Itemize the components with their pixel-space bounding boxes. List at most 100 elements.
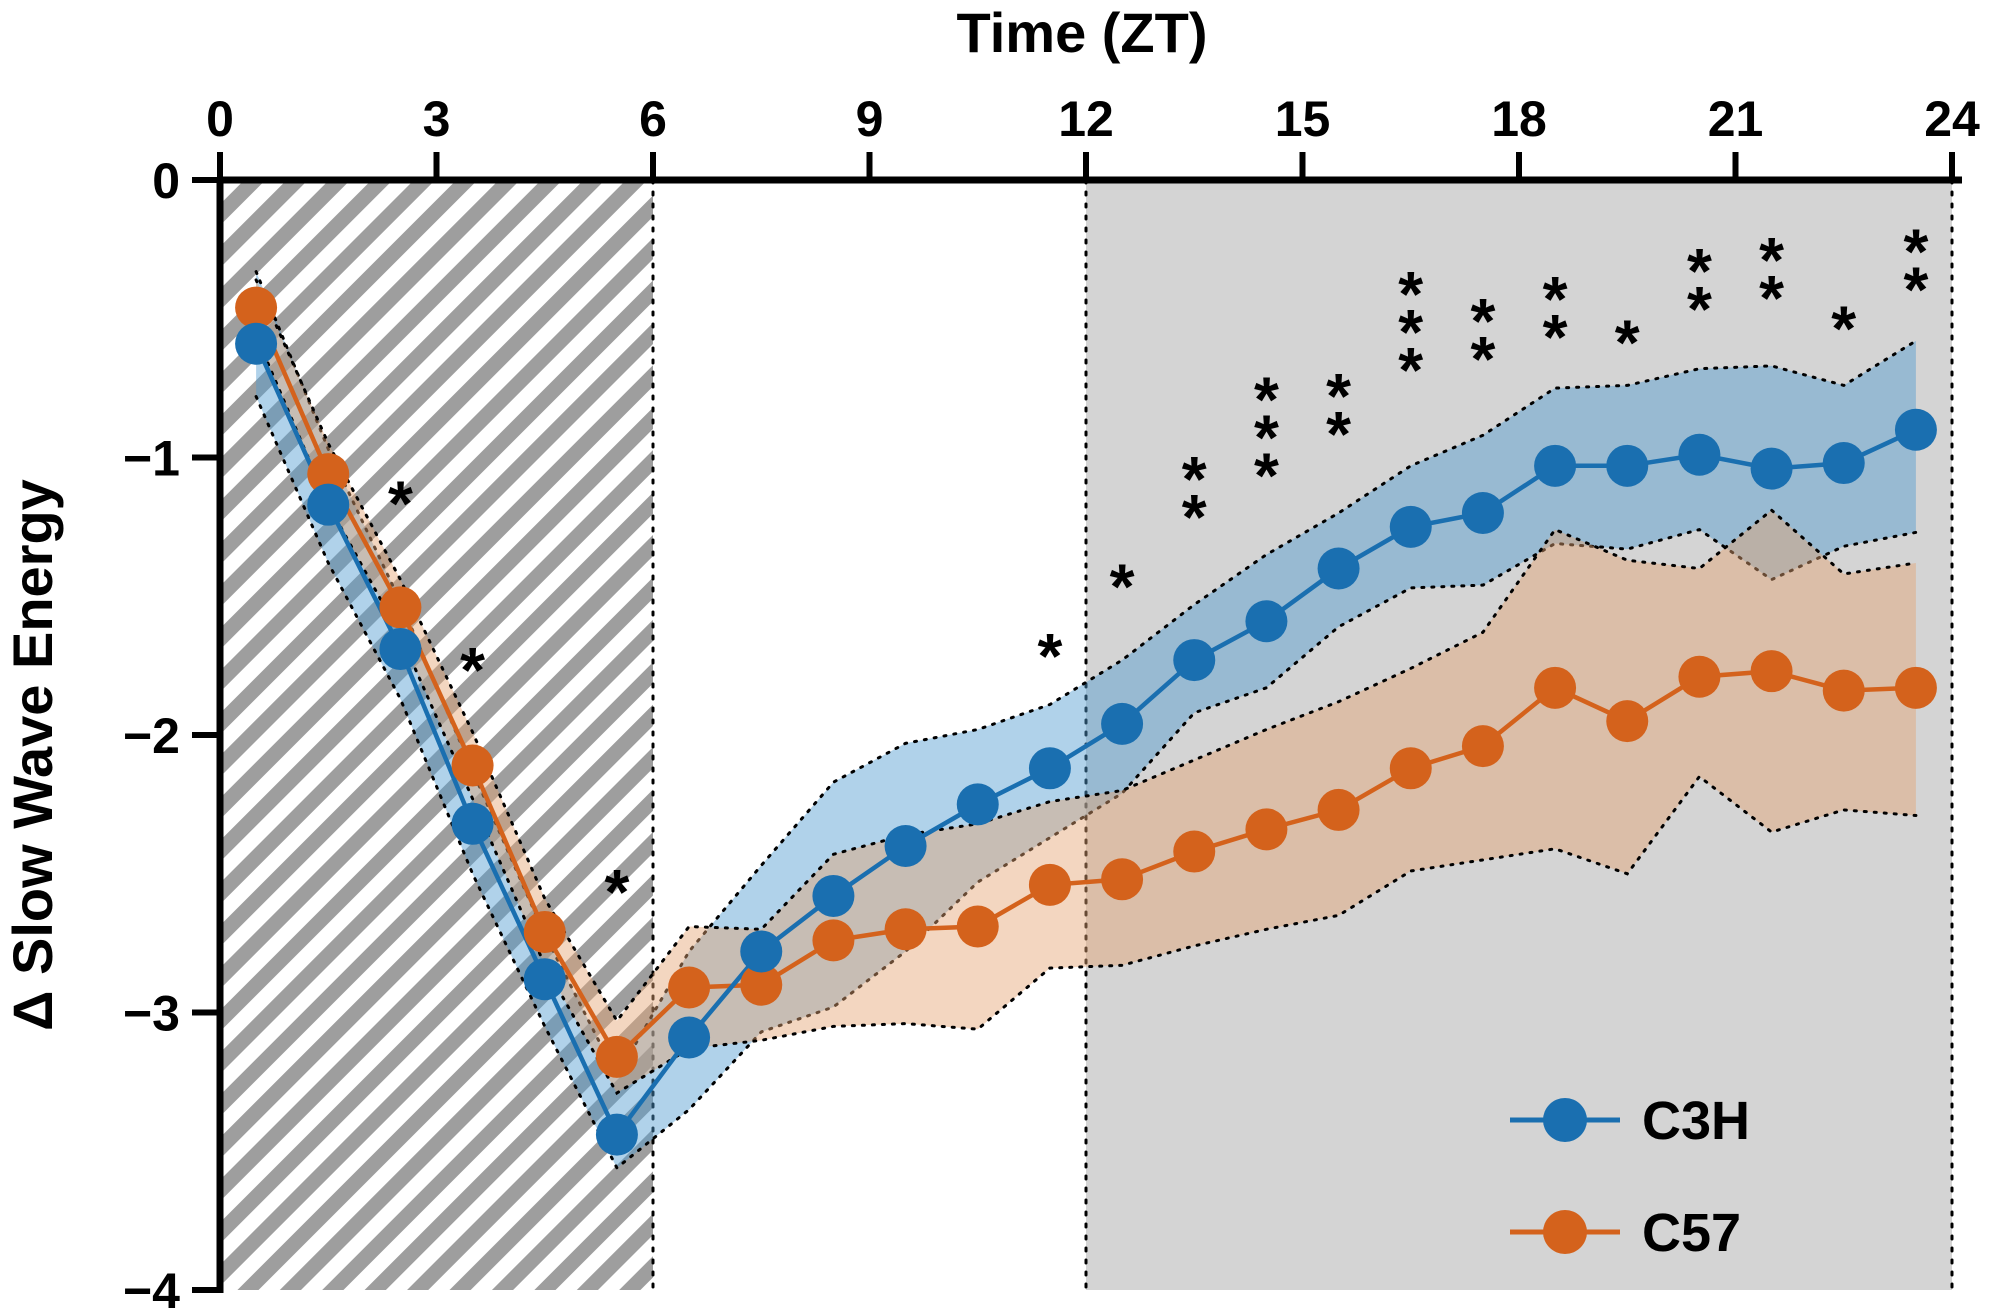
significance-star: * [1470, 323, 1495, 395]
data-point-c3h [1317, 547, 1360, 590]
data-point-c57 [956, 905, 999, 948]
data-point-c57 [1678, 655, 1721, 698]
error-band-c3h [256, 271, 1916, 1168]
significance-star: * [1759, 224, 1784, 296]
data-point-c3h [956, 783, 999, 826]
data-point-c57 [523, 911, 566, 954]
y-axis-title: Δ Slow Wave Energy [1, 479, 64, 1031]
significance-star: * [1398, 296, 1423, 368]
data-point-c57 [1606, 700, 1649, 743]
significance-star: * [1398, 334, 1423, 406]
legend-marker-c3h [1543, 1098, 1587, 1142]
legend: C3H C57 [1510, 1091, 1750, 1263]
gray-region [1086, 180, 1952, 1290]
data-point-c57 [595, 1035, 638, 1078]
legend-label-c57: C57 [1642, 1203, 1741, 1263]
data-point-c3h [812, 874, 855, 917]
data-point-c3h [668, 1016, 711, 1059]
data-point-c57 [668, 966, 711, 1009]
significance-star: * [1903, 254, 1928, 326]
x-tick-label: 3 [423, 91, 451, 147]
data-point-c57 [1028, 863, 1071, 906]
data-point-c57 [1389, 747, 1432, 790]
significance-star: * [1254, 402, 1279, 474]
significance-star: * [1470, 285, 1495, 357]
x-tick-label: 6 [639, 91, 667, 147]
data-point-c57 [1245, 808, 1288, 851]
data-point-c3h [1173, 639, 1216, 682]
significance-star: * [1759, 262, 1784, 334]
y-tick-label: −1 [123, 431, 180, 487]
x-axis-title: Time (ZT) [957, 1, 1208, 64]
data-point-c57 [307, 453, 350, 496]
data-point-c3h [523, 958, 566, 1001]
data-point-c57 [451, 744, 494, 787]
data-point-c57 [1101, 858, 1144, 901]
data-point-c3h [1245, 600, 1288, 643]
data-point-c3h [451, 802, 494, 845]
significance-star: * [1182, 443, 1207, 515]
y-tick-label: −4 [123, 1263, 180, 1311]
significance-star: * [388, 467, 413, 539]
data-point-c3h [595, 1113, 638, 1156]
x-tick-label: 18 [1491, 91, 1547, 147]
data-point-c3h [1028, 747, 1071, 790]
data-point-c57 [1894, 666, 1937, 709]
data-point-c57 [1750, 650, 1793, 693]
data-point-c57 [379, 586, 422, 629]
x-tick-label: 24 [1924, 91, 1980, 147]
legend-marker-c57 [1543, 1210, 1587, 1254]
significance-star: * [1254, 440, 1279, 512]
significance-star: * [604, 856, 629, 928]
data-point-c3h [1822, 442, 1865, 485]
data-point-c57 [235, 286, 278, 329]
y-tick-label: −3 [123, 986, 180, 1042]
significance-star: * [1326, 398, 1351, 470]
significance-star: * [1110, 551, 1135, 623]
data-point-c57 [812, 919, 855, 962]
data-point-c3h [1750, 447, 1793, 490]
error-band-lower-edge-c3h [254, 395, 1918, 1171]
significance-star: * [1687, 273, 1712, 345]
data-point-c3h [884, 825, 927, 867]
data-point-c3h [1534, 444, 1577, 487]
data-point-c57 [884, 908, 927, 951]
significance-star: * [1037, 620, 1062, 692]
data-point-c3h [1678, 433, 1721, 476]
error-band-c57 [256, 279, 1916, 1093]
data-point-c3h [1389, 505, 1432, 548]
x-tick-label: 0 [206, 91, 234, 147]
significance-star: * [1543, 263, 1568, 335]
significance-markers: ******************* ***** *** [388, 216, 1928, 928]
error-band-upper-edge-c3h [254, 270, 1918, 1080]
data-point-c3h [1606, 444, 1649, 487]
data-point-c57 [1173, 830, 1216, 873]
significance-star: * [1831, 292, 1856, 364]
data-point-c57 [1534, 666, 1577, 709]
data-point-c3h [235, 322, 278, 365]
data-point-c57 [740, 963, 783, 1006]
x-tick-label: 15 [1275, 91, 1331, 147]
data-point-c57 [1317, 788, 1360, 831]
shaded-regions [220, 178, 1954, 1292]
axes: 0 3 6 9 12 15 18 21 24 0 −1 −2 −3 −4 [123, 91, 1980, 1311]
data-point-c3h [307, 483, 350, 526]
data-point-c3h [1894, 408, 1937, 451]
x-tick-label: 9 [856, 91, 884, 147]
data-point-c3h [740, 930, 783, 973]
significance-star: * [1543, 301, 1568, 373]
legend-label-c3h: C3H [1642, 1091, 1750, 1151]
series-points [235, 286, 1937, 1156]
y-tick-label: −2 [123, 708, 180, 764]
data-point-c3h [1461, 492, 1504, 534]
x-tick-label: 12 [1058, 91, 1114, 147]
significance-star: * [460, 634, 485, 706]
data-point-c3h [1101, 702, 1144, 745]
significance-star: * [1254, 364, 1279, 436]
y-tick-label: 0 [152, 153, 180, 209]
significance-star: * [1903, 216, 1928, 288]
x-tick-label: 21 [1708, 91, 1764, 147]
significance-star: * [1326, 360, 1351, 432]
data-point-c57 [1822, 669, 1865, 712]
